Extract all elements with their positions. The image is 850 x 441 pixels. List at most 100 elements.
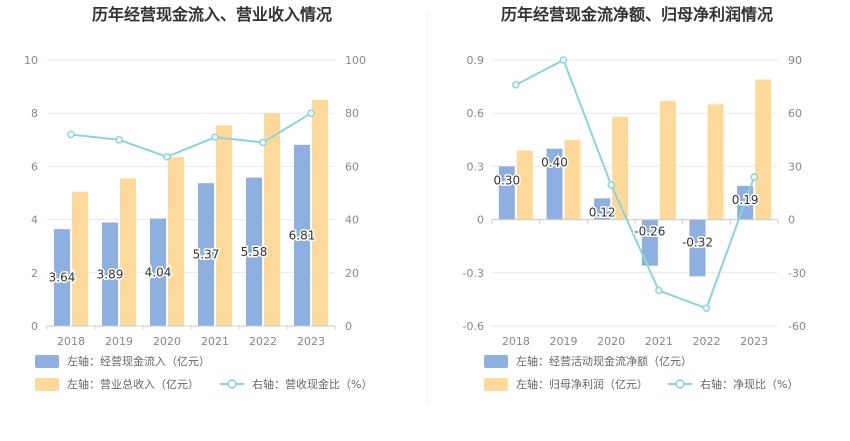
x-axis-tick-label: 2023: [740, 335, 768, 348]
bar-data-label: 0.30: [493, 173, 520, 187]
right-axis-tick-label: 90: [788, 54, 802, 67]
ratio-line: [70, 112, 312, 158]
x-axis-tick-label: 2019: [550, 335, 578, 348]
bar-right-series: [516, 150, 533, 220]
legend-label: 左轴：营业总收入（亿元）: [67, 377, 199, 391]
bar-left-series: [102, 222, 118, 326]
bar-right-series: [564, 139, 581, 220]
chart-panel-net-cashflow-profit: 历年经营现金流净额、归母净利润情况 -0.6 -60 -0.3 -30 0 0 0.3 30 0.…: [463, 5, 806, 391]
legend-line-marker: [227, 379, 237, 389]
right-axis-tick-label: 100: [345, 54, 366, 67]
bar-right-series: [216, 125, 232, 326]
bar-left-series: [54, 229, 70, 326]
left-axis-tick-label: 0.3: [467, 160, 485, 173]
bar-right-series: [312, 99, 328, 327]
bar-data-label: 3.89: [97, 267, 124, 281]
bar-data-label: 0.19: [732, 193, 759, 207]
bar-data-label: -0.26: [634, 225, 665, 239]
x-axis-tick-label: 2022: [693, 335, 721, 348]
legend-line-marker: [675, 379, 685, 389]
bar-right-series: [659, 100, 676, 220]
right-axis-tick-label: 30: [788, 160, 802, 173]
left-axis-tick-label: 10: [24, 54, 38, 67]
left-axis-tick-label: 2: [31, 267, 38, 280]
bar-data-label: 5.37: [193, 248, 220, 262]
bar-right-series: [168, 157, 184, 326]
bar-right-series: [120, 178, 136, 326]
right-axis-tick-label: 60: [345, 160, 359, 173]
bar-data-label: 0.12: [589, 205, 616, 219]
bar-left-series: [546, 148, 563, 220]
left-axis-tick-label: -0.6: [463, 320, 484, 333]
legend-label: 左轴：经营活动现金流净额（亿元）: [516, 354, 692, 368]
left-axis-tick-label: 0: [31, 320, 38, 333]
legend-label: 左轴：经营现金流入（亿元）: [67, 354, 210, 368]
left-axis-tick-label: -0.3: [463, 267, 484, 280]
bar-right-series: [707, 104, 724, 220]
bar-left-series: [246, 177, 262, 326]
left-axis-tick-label: 0: [477, 214, 484, 227]
ratio-line-point: [607, 181, 615, 189]
ratio-line-point: [559, 56, 568, 64]
right-axis-tick-label: 0: [345, 320, 352, 333]
legend-label: 右轴：净现比（%）: [700, 377, 798, 391]
bar-left-series: [198, 183, 214, 326]
bar-left-series: [294, 144, 310, 326]
x-axis-tick-label: 2021: [201, 335, 229, 348]
x-axis-tick-label: 2018: [502, 335, 530, 348]
legend-swatch: [484, 355, 508, 368]
right-axis-tick-label: -30: [788, 267, 806, 280]
bar-data-label: 0.40: [541, 156, 568, 170]
bar-left-series: [594, 198, 611, 220]
legend-swatch: [484, 378, 508, 391]
chart-title: 历年经营现金流入、营业收入情况: [92, 5, 332, 24]
bar-right-series: [72, 191, 88, 326]
left-axis-tick-label: 6: [31, 160, 38, 173]
chart-title: 历年经营现金流净额、归母净利润情况: [501, 5, 773, 24]
right-axis-tick-label: 60: [788, 107, 802, 120]
bar-left-series: [689, 219, 706, 277]
bar-data-label: 4.04: [145, 265, 172, 279]
bar-right-series: [264, 113, 280, 326]
ratio-line: [515, 58, 756, 310]
bar-data-label: 5.58: [241, 245, 268, 259]
bar-right-series: [755, 79, 772, 220]
bar-data-label: 3.64: [49, 271, 76, 285]
right-axis-tick-label: 40: [345, 214, 359, 227]
bar-left-series: [150, 218, 166, 326]
ratio-line-point: [655, 286, 663, 295]
x-axis-tick-label: 2019: [105, 335, 133, 348]
bar-left-series: [641, 219, 658, 266]
legend-swatch: [35, 355, 59, 368]
ratio-line-point: [163, 153, 171, 161]
ratio-line-point: [702, 304, 711, 313]
bar-data-label: 6.81: [289, 228, 316, 242]
legend-label: 右轴：营收现金比（%）: [252, 377, 372, 391]
x-axis-tick-label: 2020: [153, 335, 181, 348]
ratio-line-point: [259, 138, 267, 147]
ratio-line-point: [750, 173, 758, 181]
x-axis-tick-label: 2020: [597, 335, 625, 348]
left-axis-tick-label: 0.6: [467, 107, 485, 120]
x-axis-tick-label: 2023: [297, 335, 325, 348]
ratio-line-point: [67, 130, 75, 139]
right-axis-tick-label: -60: [788, 320, 806, 333]
x-axis-tick-label: 2021: [645, 335, 673, 348]
right-axis-tick-label: 0: [788, 214, 795, 227]
ratio-line-point: [115, 136, 123, 144]
right-axis-tick-label: 20: [345, 267, 359, 280]
x-axis-tick-label: 2022: [249, 335, 277, 348]
legend-label: 左轴：归母净利润（亿元）: [516, 377, 648, 391]
left-axis-tick-label: 4: [31, 214, 38, 227]
ratio-line-point: [512, 81, 520, 89]
ratio-line-point: [307, 109, 315, 117]
ratio-line-point: [211, 133, 219, 141]
legend-swatch: [35, 378, 59, 391]
bar-data-label: -0.32: [682, 235, 713, 249]
left-axis-tick-label: 0.9: [467, 54, 485, 67]
chart-panel-cash-inflow-revenue: 历年经营现金流入、营业收入情况 0 0 2 20 4 40 6 60 8 80 10 100 2018 20…: [24, 5, 372, 391]
right-axis-tick-label: 80: [345, 107, 359, 120]
bar-left-series: [498, 166, 515, 220]
left-axis-tick-label: 8: [31, 107, 38, 120]
